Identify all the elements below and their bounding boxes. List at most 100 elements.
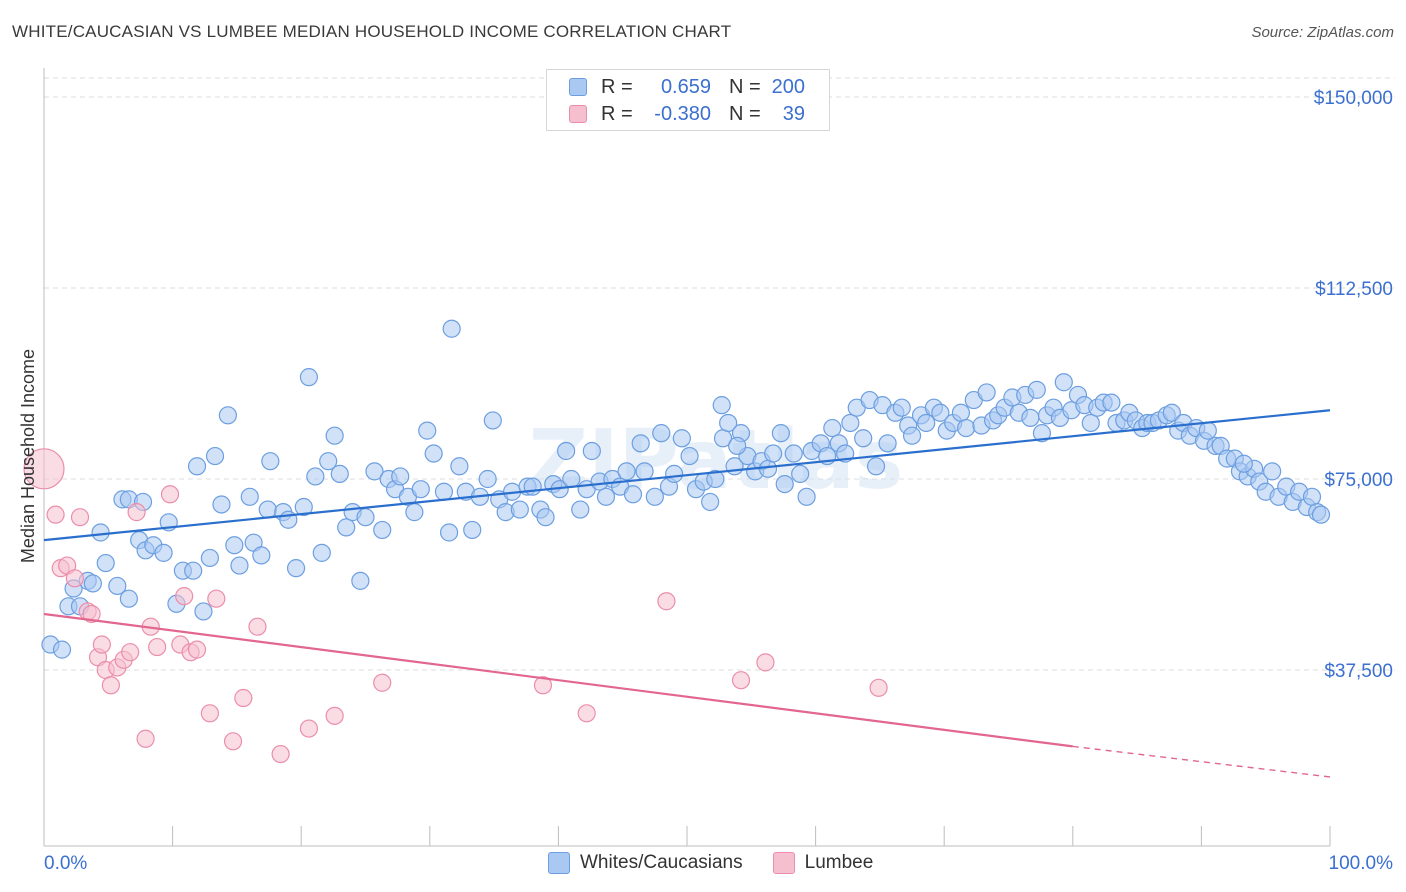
legend-n-value: 39 <box>782 102 805 125</box>
data-point-whites <box>225 536 244 555</box>
data-point-lumbee <box>175 587 194 606</box>
data-point-whites <box>83 574 102 593</box>
data-point-whites <box>154 543 173 562</box>
legend-n-label: N = <box>729 102 761 125</box>
data-point-whites <box>617 462 636 481</box>
data-point-lumbee <box>92 635 111 654</box>
data-point-lumbee <box>533 676 553 695</box>
legend-row-lumbee: R = -0.380 N = 39 <box>569 102 805 126</box>
data-point-whites <box>258 500 277 519</box>
data-point-lumbee <box>207 589 226 608</box>
x-tick-label: 0.0% <box>44 853 87 874</box>
legend-swatch-blue <box>569 78 587 96</box>
trend-line-lumbee <box>43 612 1073 748</box>
series-lumbee-points <box>23 448 888 764</box>
data-point-whites <box>797 487 816 506</box>
data-point-whites <box>665 464 684 484</box>
data-point-whites <box>764 444 783 463</box>
gridlines <box>44 77 1395 671</box>
data-point-whites <box>510 500 529 519</box>
data-point-whites <box>1198 421 1217 440</box>
legend-r-label: R = <box>601 102 633 125</box>
data-point-whites <box>562 469 581 489</box>
data-point-whites <box>424 444 443 463</box>
data-point-whites <box>252 546 271 565</box>
data-point-whites <box>951 403 971 422</box>
data-point-whites <box>571 500 590 519</box>
data-point-whites <box>1102 393 1121 412</box>
data-point-whites <box>557 441 576 461</box>
data-point-whites <box>791 464 810 484</box>
data-point-lumbee <box>248 617 267 636</box>
data-point-lumbee <box>577 704 596 723</box>
data-point-lumbee <box>82 604 101 624</box>
data-point-lumbee <box>325 706 344 725</box>
series-legend-lumbee[interactable]: Lumbee <box>772 852 874 874</box>
data-point-whites <box>373 520 392 540</box>
data-point-whites <box>299 368 319 387</box>
data-point-whites <box>463 520 482 540</box>
data-point-whites <box>536 508 555 527</box>
data-point-lumbee <box>200 704 219 723</box>
data-point-whites <box>337 518 356 537</box>
data-point-whites <box>294 497 313 517</box>
data-point-whites <box>931 403 950 422</box>
data-point-whites <box>91 523 110 542</box>
data-point-lumbee <box>70 508 90 527</box>
data-point-whites <box>523 477 542 496</box>
series-legend-whites[interactable]: Whites/Caucasians <box>548 852 743 874</box>
data-point-whites <box>312 543 331 562</box>
data-point-whites <box>623 485 643 504</box>
legend: R = 0.659 N = 200 R = -0.380 N = 39 <box>546 69 830 131</box>
data-point-lumbee <box>46 505 65 524</box>
y-tick-label: $37,500 <box>1324 661 1393 682</box>
chart-title: WHITE/CAUCASIAN VS LUMBEE MEDIAN HOUSEHO… <box>12 22 732 41</box>
legend-row-whites: R = 0.659 N = 200 <box>569 75 805 99</box>
data-point-whites <box>483 411 502 430</box>
source-label: Source: ZipAtlas.com <box>1251 24 1394 41</box>
data-point-whites <box>434 482 454 501</box>
data-point-whites <box>1162 403 1181 422</box>
data-point-whites <box>596 487 616 506</box>
data-point-lumbee <box>136 729 155 748</box>
data-point-whites <box>701 492 720 512</box>
data-point-whites <box>330 464 349 484</box>
data-point-lumbee <box>101 676 120 695</box>
data-point-whites <box>1032 424 1052 443</box>
data-point-whites <box>784 444 803 463</box>
legend-n-value: 200 <box>771 75 805 98</box>
data-point-whites <box>194 602 213 621</box>
data-point-whites <box>442 319 461 338</box>
data-point-whites <box>1027 380 1046 399</box>
data-point-whites <box>582 441 601 461</box>
series-whites-points <box>41 319 1331 659</box>
trend-line-lumbee-extrapolated <box>1072 745 1331 778</box>
data-point-lumbee <box>271 744 290 764</box>
data-point-whites <box>478 469 497 489</box>
data-point-whites <box>841 413 860 433</box>
data-point-whites <box>240 487 259 506</box>
legend-r-value: 0.659 <box>660 75 711 98</box>
data-point-lumbee <box>731 671 751 690</box>
series-legend-label: Whites/Caucasians <box>580 852 743 873</box>
data-point-whites <box>411 480 430 499</box>
data-point-whites <box>108 576 127 596</box>
series-swatch-blue <box>548 852 570 874</box>
data-point-whites <box>652 424 671 443</box>
data-point-lumbee <box>187 640 207 659</box>
legend-swatch-pink <box>569 105 587 123</box>
data-point-whites <box>184 561 203 580</box>
data-point-whites <box>1311 505 1331 524</box>
data-point-whites <box>645 487 664 506</box>
data-point-whites <box>230 556 249 575</box>
data-point-whites <box>96 553 115 573</box>
data-point-lumbee <box>657 592 676 611</box>
data-point-whites <box>631 434 650 453</box>
data-point-whites <box>823 418 842 438</box>
series-legend-label: Lumbee <box>804 852 874 873</box>
data-point-whites <box>306 467 325 486</box>
data-point-whites <box>212 495 231 514</box>
y-axis-label: Median Household Income <box>18 349 38 563</box>
data-point-whites <box>52 640 72 659</box>
